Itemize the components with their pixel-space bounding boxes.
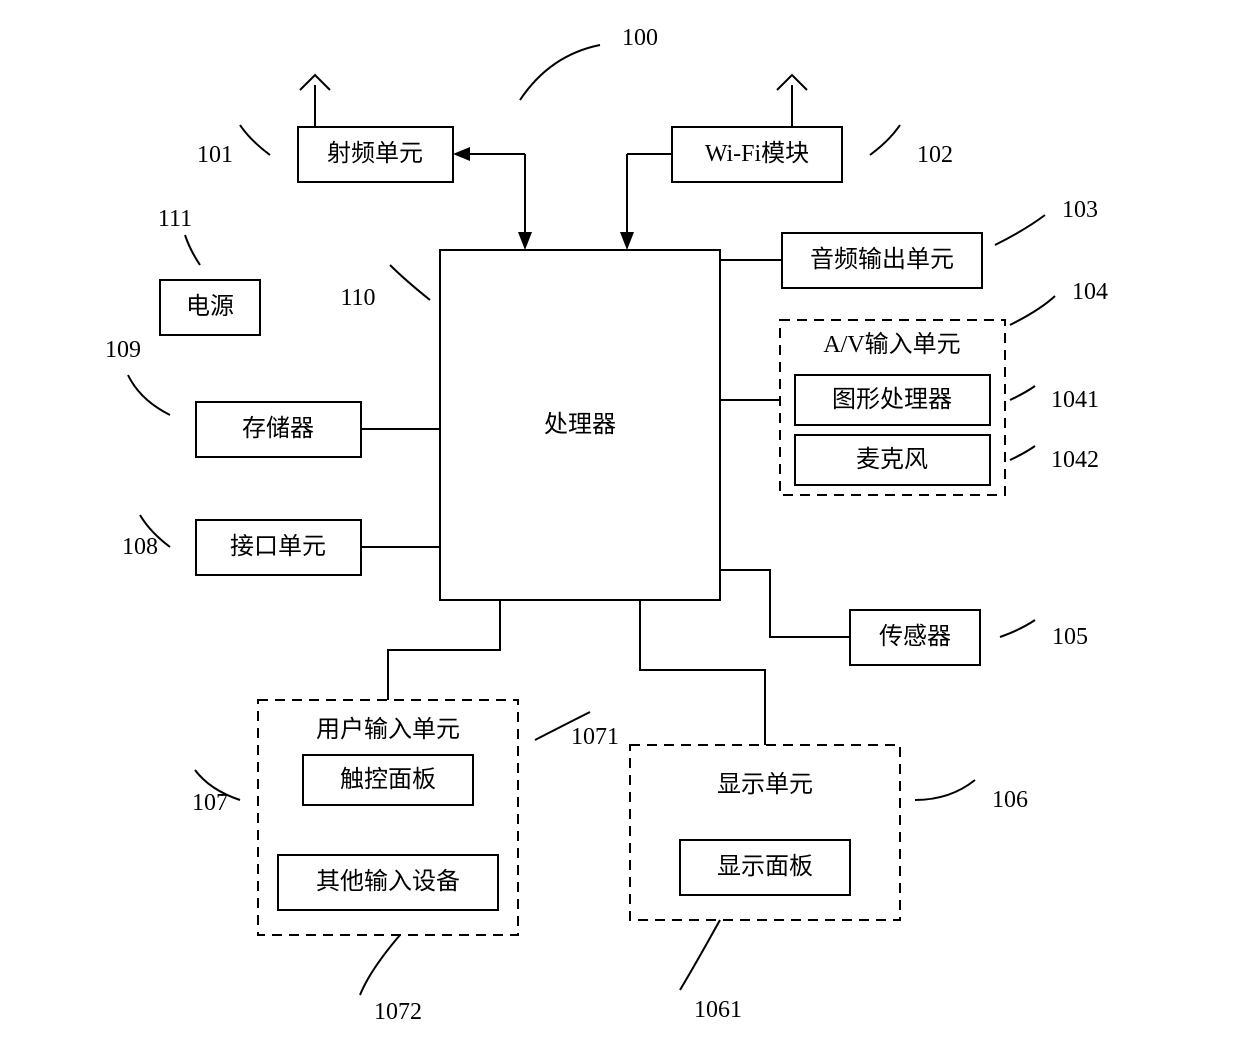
- wifi-antenna-icon: [777, 75, 807, 127]
- display-unit-label: 显示单元: [717, 771, 813, 798]
- ref-103: 103: [1062, 197, 1098, 223]
- rf-unit-label: 射频单元: [327, 140, 423, 167]
- power-label: 电源: [186, 293, 234, 320]
- display-panel-label: 显示面板: [717, 853, 813, 880]
- interface-unit-label: 接口单元: [230, 533, 326, 560]
- ref-1071: 1071: [571, 724, 619, 750]
- ref-111: 111: [158, 206, 192, 232]
- leader-1042: [1010, 446, 1035, 460]
- conn-wifi-processor: [620, 154, 672, 250]
- ref-108: 108: [122, 534, 158, 560]
- ref-100: 100: [622, 25, 658, 51]
- leader-1041: [1010, 386, 1035, 400]
- leader-102: [870, 125, 900, 155]
- conn-rf-processor: [453, 147, 532, 250]
- ref-107: 107: [192, 790, 228, 816]
- leader-104: [1010, 296, 1055, 325]
- gpu-label: 图形处理器: [832, 386, 952, 413]
- conn-sensor: [720, 570, 850, 637]
- ref-102: 102: [917, 142, 953, 168]
- memory-label: 存储器: [242, 415, 314, 442]
- rf-antenna-icon: [300, 75, 330, 127]
- conn-display: [640, 600, 765, 745]
- ref-104: 104: [1072, 279, 1108, 305]
- leader-105: [1000, 620, 1035, 637]
- audio-out-label: 音频输出单元: [810, 246, 954, 273]
- ref-1042: 1042: [1051, 447, 1099, 473]
- block-diagram: 处理器 射频单元 Wi-Fi模块 音频输出单元 A/V输入单元 图形处理器 麦克…: [0, 0, 1240, 1054]
- ref-109: 109: [105, 337, 141, 363]
- ref-101: 101: [197, 142, 233, 168]
- ref-1061: 1061: [694, 997, 742, 1023]
- ref-1072: 1072: [374, 999, 422, 1025]
- leader-106: [915, 780, 975, 800]
- touch-panel-label: 触控面板: [340, 766, 436, 793]
- sensor-label: 传感器: [879, 623, 951, 650]
- leader-1061: [680, 920, 720, 990]
- other-input-label: 其他输入设备: [316, 868, 460, 895]
- ref-1041: 1041: [1051, 387, 1099, 413]
- ref-105: 105: [1052, 624, 1088, 650]
- av-input-label: A/V输入单元: [823, 331, 960, 358]
- ref-110: 110: [340, 285, 375, 311]
- wifi-module-label: Wi-Fi模块: [705, 140, 809, 167]
- leader-109: [128, 375, 170, 415]
- leader-103: [995, 215, 1045, 245]
- leader-100: [520, 45, 600, 100]
- leader-111: [185, 235, 200, 265]
- leader-101: [240, 125, 270, 155]
- ref-106: 106: [992, 787, 1028, 813]
- leader-110: [390, 265, 430, 300]
- user-input-unit-label: 用户输入单元: [316, 716, 460, 743]
- leader-1072: [360, 935, 400, 995]
- conn-user-input: [388, 600, 500, 700]
- processor-label: 处理器: [544, 411, 616, 438]
- microphone-label: 麦克风: [856, 446, 928, 473]
